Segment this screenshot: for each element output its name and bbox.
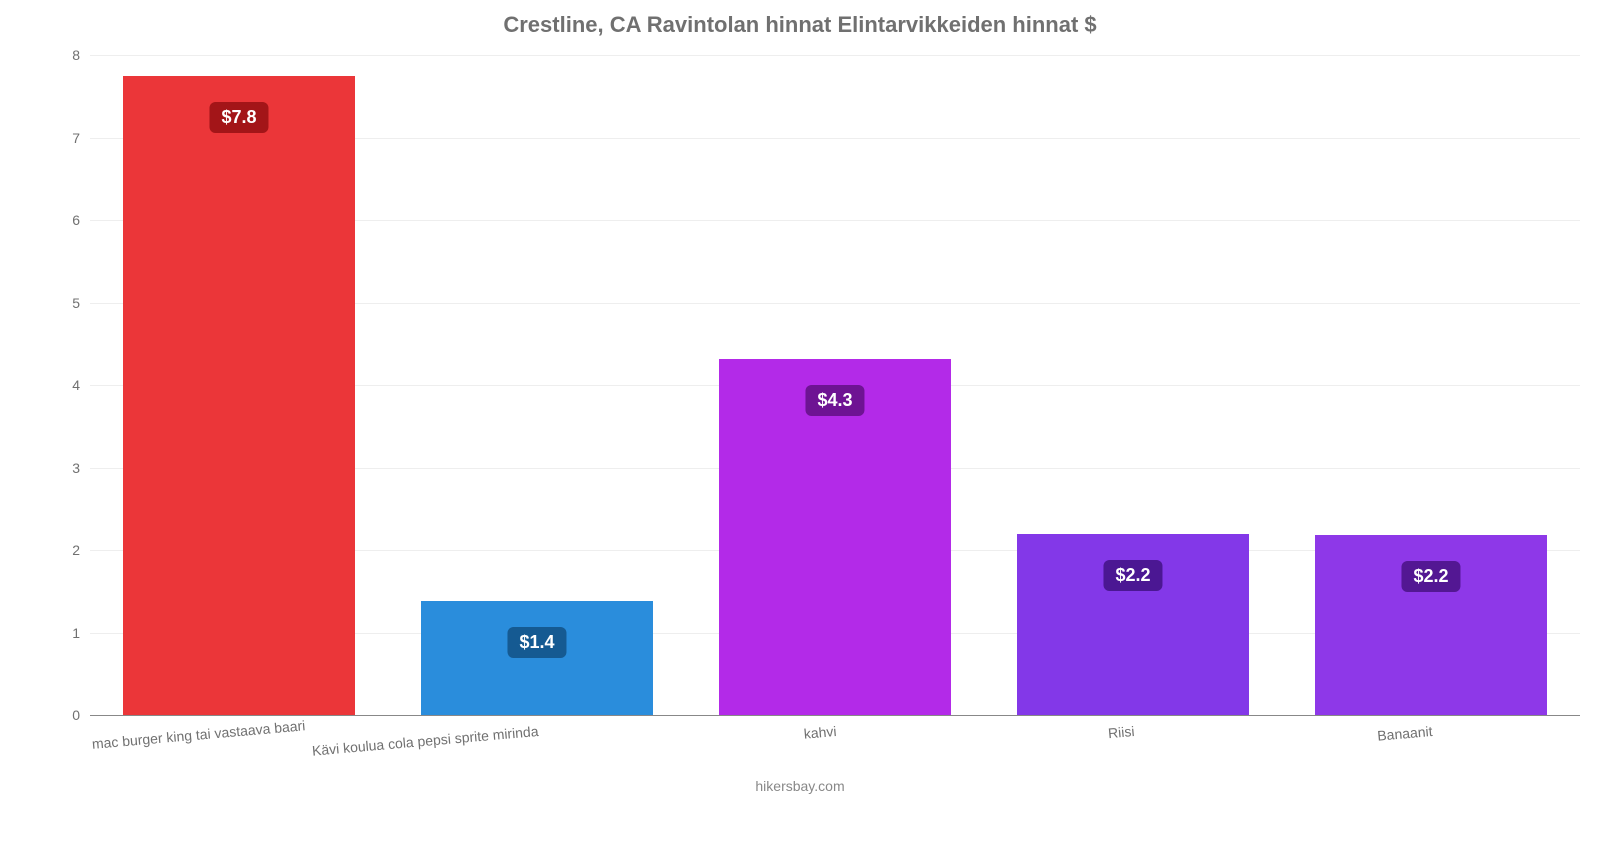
y-tick-label: 1 [72,625,90,641]
chart-title: Crestline, CA Ravintolan hinnat Elintarv… [0,12,1600,38]
y-tick-label: 5 [72,295,90,311]
y-tick-label: 8 [72,47,90,63]
y-tick-label: 2 [72,542,90,558]
y-tick-label: 4 [72,377,90,393]
bar: $1.4 [421,601,653,715]
bar: $2.2 [1315,535,1547,715]
plot-area: 012345678$7.8mac burger king tai vastaav… [90,55,1580,715]
price-bar-chart: Crestline, CA Ravintolan hinnat Elintarv… [0,0,1600,800]
bar-value-label: $2.2 [1401,561,1460,592]
chart-credit: hikersbay.com [0,778,1600,794]
grid-line [90,55,1580,56]
bar: $4.3 [719,359,951,715]
bar: $7.8 [123,76,355,715]
y-tick-label: 3 [72,460,90,476]
y-tick-label: 6 [72,212,90,228]
bar-value-label: $4.3 [805,385,864,416]
bar-value-label: $1.4 [507,627,566,658]
bar-value-label: $2.2 [1103,560,1162,591]
bar: $2.2 [1017,534,1249,716]
y-tick-label: 7 [72,130,90,146]
y-tick-label: 0 [72,707,90,723]
bar-value-label: $7.8 [209,102,268,133]
